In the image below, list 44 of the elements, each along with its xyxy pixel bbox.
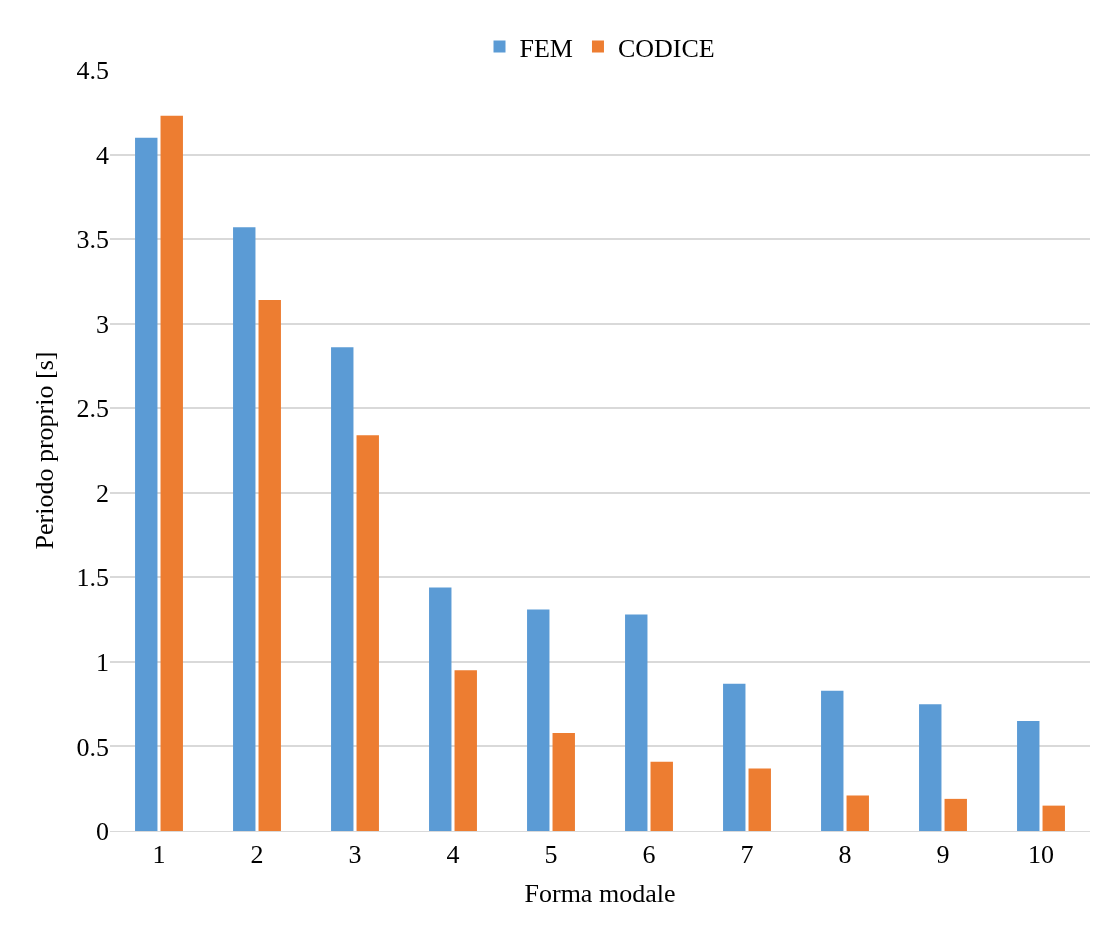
bar <box>160 115 183 831</box>
bar <box>552 732 575 831</box>
x-axis-title: Forma modale <box>524 878 676 908</box>
bar <box>135 137 158 831</box>
bar <box>331 347 354 831</box>
bar <box>1017 721 1040 831</box>
bar <box>1042 805 1065 831</box>
bar <box>454 670 477 831</box>
y-tick-label: 4.5 <box>76 56 109 86</box>
x-tick-label: 3 <box>348 840 362 870</box>
y-tick-label: 2 <box>96 478 109 508</box>
legend-label: CODICE <box>617 33 715 63</box>
bar <box>919 704 942 831</box>
x-tick-label: 10 <box>1028 840 1054 870</box>
bar <box>723 683 746 831</box>
bar <box>233 227 256 831</box>
bar <box>258 299 281 831</box>
x-tick-label: 2 <box>250 840 264 870</box>
y-tick-label: 1 <box>96 647 109 677</box>
y-axis-title: Periodo proprio [s] <box>29 351 59 550</box>
bar <box>846 795 869 831</box>
x-tick-label: 5 <box>544 840 558 870</box>
x-tick-label: 6 <box>642 840 656 870</box>
y-tick-label: 3 <box>96 309 109 339</box>
x-tick-label: 1 <box>152 840 166 870</box>
bar <box>429 587 452 831</box>
bar <box>527 609 550 831</box>
x-tick-label: 4 <box>446 840 460 870</box>
bar <box>944 798 967 831</box>
x-tick-label: 9 <box>936 840 950 870</box>
x-tick-label: 8 <box>838 840 852 870</box>
bar <box>650 761 673 831</box>
y-tick-label: 3.5 <box>76 225 109 255</box>
legend-label: FEM <box>519 33 573 63</box>
y-tick-label: 4 <box>96 140 109 170</box>
y-tick-label: 2.5 <box>76 394 109 424</box>
bar <box>748 768 771 831</box>
bar <box>821 690 844 831</box>
y-tick-label: 0.5 <box>76 732 109 762</box>
y-tick-label: 1.5 <box>76 563 109 593</box>
bar <box>625 614 648 831</box>
bar <box>356 435 379 831</box>
x-tick-label: 7 <box>740 840 754 870</box>
y-tick-label: 0 <box>96 817 109 847</box>
